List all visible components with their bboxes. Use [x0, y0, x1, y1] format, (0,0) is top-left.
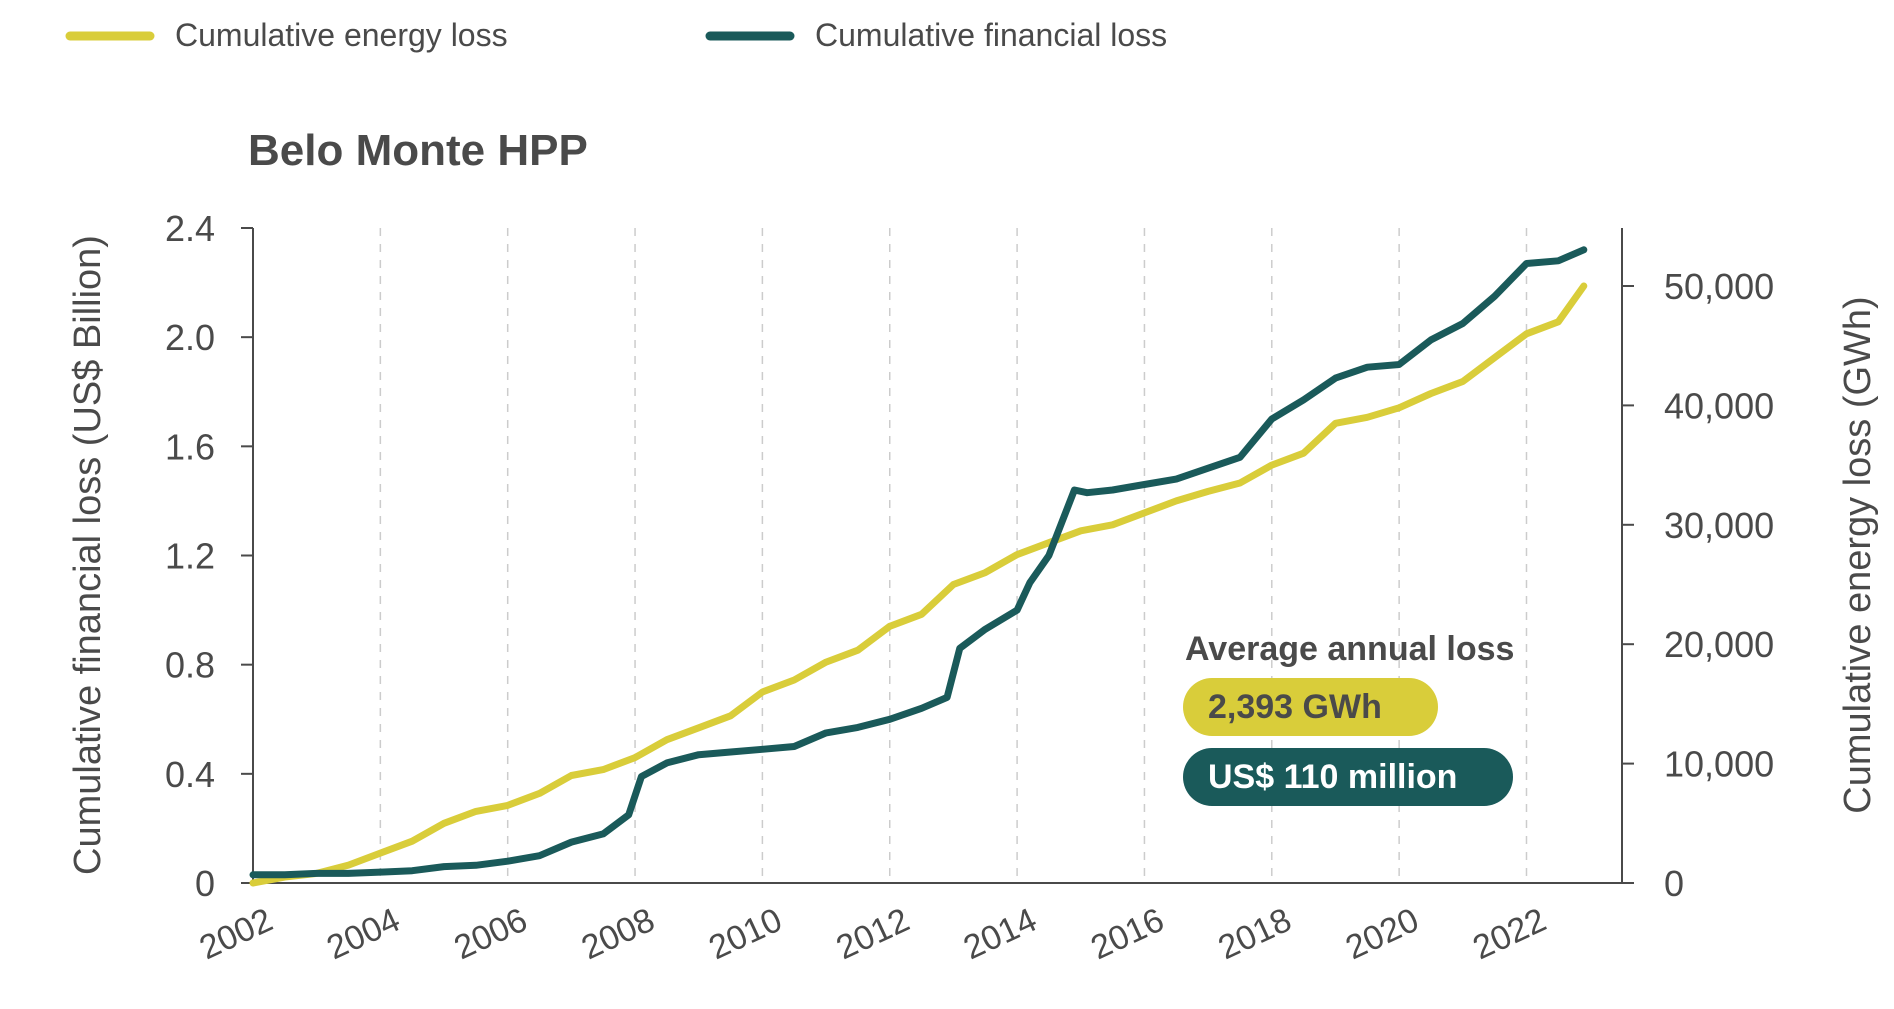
- energy-loss-line: [249, 282, 1588, 887]
- left-tick-label: 2.0: [165, 317, 215, 358]
- x-axis-ticks: 2002 2004 2006 2008 2010 2012 2014 2016 2018 2020…: [194, 901, 1552, 967]
- financial-loss-line: [249, 246, 1588, 879]
- legend-label-energy: Cumulative energy loss: [175, 17, 508, 53]
- left-tick-label: 0: [195, 863, 215, 904]
- legend-label-financial: Cumulative financial loss: [815, 17, 1167, 53]
- x-tick-label: 2010: [703, 901, 788, 967]
- annotation-title: Average annual loss: [1185, 630, 1514, 668]
- x-tick-label: 2002: [194, 901, 279, 967]
- x-tick-label: 2012: [831, 901, 916, 967]
- series-group: [249, 246, 1588, 887]
- x-tick-label: 2006: [448, 901, 533, 967]
- right-tick-label: 50,000: [1664, 266, 1774, 307]
- left-tick-label: 1.2: [165, 536, 215, 577]
- x-tick-label: 2020: [1340, 901, 1425, 967]
- x-tick-label: 2018: [1213, 901, 1298, 967]
- x-tick-label: 2014: [958, 901, 1043, 967]
- x-tick-label: 2022: [1467, 901, 1552, 967]
- x-tick-label: 2004: [321, 901, 406, 967]
- right-tick-label: 10,000: [1664, 744, 1774, 785]
- x-tick-label: 2008: [576, 901, 661, 967]
- energy-pill: [1183, 678, 1438, 736]
- average-annual-loss-annotation: Average annual loss 2,393 GWh US$ 110 mi…: [1183, 630, 1514, 806]
- legend: Cumulative energy loss Cumulative financ…: [65, 17, 1167, 53]
- right-tick-label: 0: [1664, 863, 1684, 904]
- financial-pill-value: US$ 110 million: [1208, 758, 1457, 796]
- right-axis-ticks: 0 10,000 20,000 30,000 40,000 50,000: [1622, 266, 1774, 904]
- left-axis-label: Cumulative financial loss (US$ Billion): [67, 235, 109, 875]
- left-tick-label: 0.4: [165, 754, 215, 795]
- left-tick-label: 2.4: [165, 208, 215, 249]
- right-tick-label: 20,000: [1664, 624, 1774, 665]
- energy-pill-value: 2,393 GWh: [1208, 688, 1382, 726]
- left-axis-ticks: 0 0.4 0.8 1.2 1.6 2.0 2.4: [165, 208, 253, 904]
- x-tick-label: 2016: [1085, 901, 1170, 967]
- chart-title: Belo Monte HPP: [248, 126, 588, 175]
- right-tick-label: 40,000: [1664, 385, 1774, 426]
- financial-pill: [1183, 748, 1513, 806]
- left-tick-label: 1.6: [165, 426, 215, 467]
- left-tick-label: 0.8: [165, 645, 215, 686]
- right-axis-label: Cumulative energy loss (GWh): [1837, 296, 1879, 813]
- right-tick-label: 30,000: [1664, 505, 1774, 546]
